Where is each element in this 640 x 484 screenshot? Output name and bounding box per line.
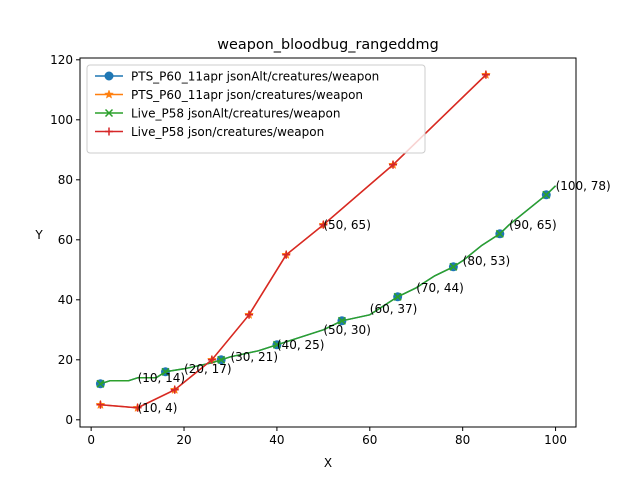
data-point-x (161, 367, 170, 376)
y-tick-label: 120 (50, 53, 73, 67)
data-label: (40, 25) (277, 338, 325, 352)
data-point-x (104, 108, 114, 118)
x-tick-label: 0 (87, 433, 95, 447)
x-tick-label: 100 (544, 433, 567, 447)
legend: PTS_P60_11apr jsonAlt/creatures/weapon PT… (86, 64, 426, 154)
data-label: (70, 44) (416, 281, 464, 295)
x-tick-label: 20 (176, 433, 191, 447)
data-point-plus (170, 385, 179, 394)
x-axis-label: X (324, 456, 332, 470)
data-label: (100, 78) (556, 179, 611, 193)
data-point-plus (319, 220, 328, 229)
legend-label: Live_P58 jsonAlt/creatures/weapon (131, 107, 340, 121)
x-tick-label: 40 (269, 433, 284, 447)
data-label: (60, 37) (370, 302, 418, 316)
data-point-circle (104, 71, 114, 81)
y-axis-label: Y (34, 228, 43, 242)
series-layer (95, 69, 557, 413)
data-point-plus (282, 250, 291, 259)
data-point-x (449, 262, 458, 271)
y-tick-label: 0 (65, 413, 73, 427)
data-label: (20, 17) (184, 362, 232, 376)
legend-box (86, 64, 426, 154)
data-point-x (337, 316, 346, 325)
data-point-plus (481, 70, 490, 79)
y-tick-label: 20 (58, 353, 73, 367)
series-3 (96, 185, 557, 388)
data-point-plus (245, 310, 254, 319)
data-point-x (495, 229, 504, 238)
legend-label: PTS_P60_11apr jsonAlt/creatures/weapon (131, 70, 379, 84)
data-point-plus (105, 127, 113, 136)
series-line (100, 185, 557, 385)
y-tick-label: 100 (50, 113, 73, 127)
plot-border (79, 57, 577, 428)
legend-label: Live_P58 json/creatures/weapon (131, 125, 324, 139)
data-label: (90, 65) (509, 218, 557, 232)
annotation-layer: (10, 4)(10, 14)(20, 17)(30, 21)(40, 25)(… (138, 179, 611, 415)
data-label: (10, 14) (138, 371, 186, 385)
data-label: (10, 4) (138, 401, 178, 415)
data-label: (80, 53) (463, 254, 511, 268)
legend-label: PTS_P60_11apr json/creatures/weapon (131, 88, 363, 102)
chart-title: weapon_bloodbug_rangeddmg (217, 37, 438, 53)
y-tick-label: 60 (58, 233, 73, 247)
data-point-plus (207, 355, 216, 364)
data-point-plus (96, 400, 105, 409)
x-axis: 0 20 40 60 80 100 (87, 427, 567, 447)
data-point-x (393, 292, 402, 301)
y-tick-label: 40 (58, 293, 73, 307)
y-axis: 0 20 40 60 80 100 120 (50, 53, 80, 427)
legend-item: Live_P58 jsonAlt/creatures/weapon (95, 107, 340, 121)
data-label: (30, 21) (230, 350, 278, 364)
data-point-x (217, 355, 226, 364)
data-point-plus (133, 403, 142, 412)
data-point-x (96, 379, 105, 388)
legend-item: PTS_P60_11apr json/creatures/weapon (95, 88, 363, 102)
data-label: (50, 30) (323, 323, 371, 337)
data-point-x (272, 340, 281, 349)
x-tick-label: 80 (455, 433, 470, 447)
data-point-x (542, 190, 551, 199)
legend-item: PTS_P60_11apr jsonAlt/creatures/weapon (95, 70, 379, 84)
data-point-star (104, 89, 114, 99)
y-tick-label: 80 (58, 173, 73, 187)
series-4 (96, 70, 490, 412)
x-tick-label: 60 (362, 433, 377, 447)
data-label: (50, 65) (323, 218, 371, 232)
data-point-plus (389, 160, 398, 169)
legend-item: Live_P58 json/creatures/weapon (95, 125, 324, 139)
